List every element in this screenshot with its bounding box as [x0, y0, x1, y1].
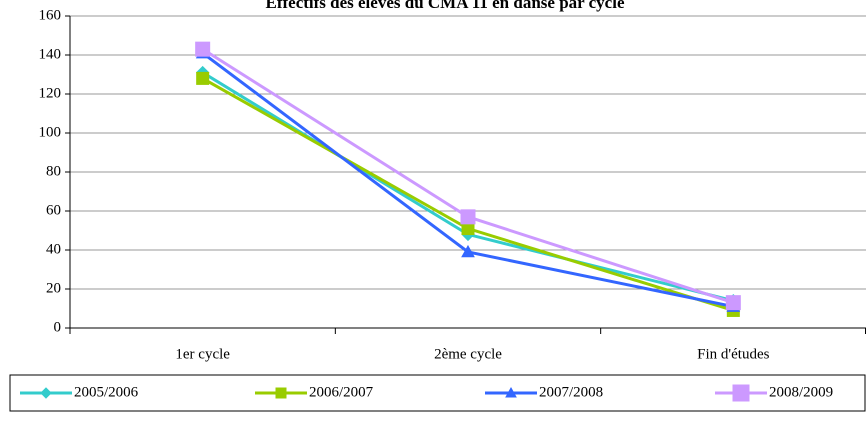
marker: [461, 244, 475, 258]
y-tick-label: 160: [39, 7, 62, 23]
x-tick-label: Fin d'études: [697, 346, 769, 362]
marker: [196, 71, 210, 85]
x-tick-label: 1er cycle: [175, 346, 230, 362]
marker: [460, 209, 476, 225]
y-tick-label: 120: [39, 85, 62, 101]
legend-label: 2008/2009: [769, 384, 833, 400]
y-tick-label: 80: [46, 163, 61, 179]
y-tick-label: 20: [46, 280, 61, 296]
legend-label: 2006/2007: [309, 384, 374, 400]
legend-label: 2007/2008: [539, 384, 603, 400]
x-tick-label: 2ème cycle: [434, 346, 502, 362]
y-tick-label: 40: [46, 241, 61, 257]
line: [201, 51, 734, 309]
marker: [195, 41, 211, 57]
marker: [275, 387, 287, 399]
y-tick-label: 140: [39, 46, 62, 62]
marker: [725, 295, 741, 311]
legend-label: 2005/2006: [74, 384, 139, 400]
y-tick-label: 60: [46, 202, 61, 218]
line: [201, 47, 734, 305]
chart-title: Effectifs des élèves du CMA 11 en danse …: [265, 0, 624, 12]
marker: [40, 387, 52, 399]
marker: [505, 386, 517, 398]
marker: [732, 384, 750, 402]
legend-box: [9, 374, 866, 412]
line: [201, 71, 734, 303]
y-tick-label: 0: [54, 319, 62, 335]
y-tick-label: 100: [39, 124, 62, 140]
